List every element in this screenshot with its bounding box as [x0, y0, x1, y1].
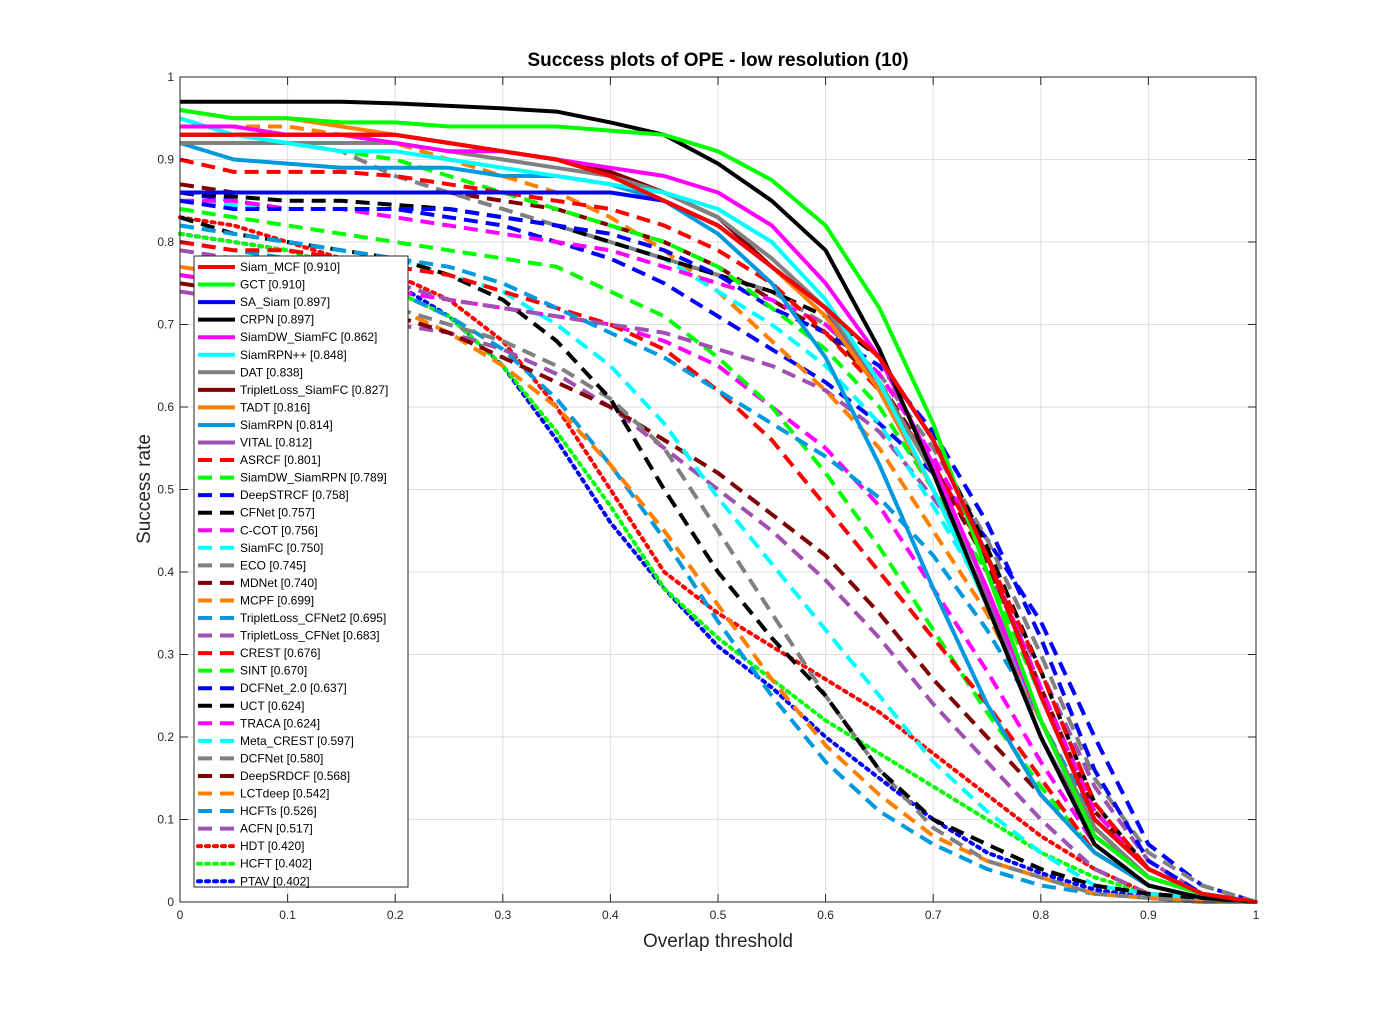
y-tick-label: 0.2	[157, 730, 174, 744]
series-line-c-cot	[180, 198, 1257, 904]
legend-item-label: DAT [0.838]	[240, 365, 303, 379]
x-axis-label: Overlap threshold	[643, 931, 793, 952]
legend: Siam_MCF [0.910] GCT [0.910] SA_Siam [0.89…	[193, 255, 409, 888]
y-tick-label: 0.4	[157, 565, 174, 579]
series-line-siamrpn	[179, 141, 1257, 904]
x-tick-label: 0.5	[710, 908, 727, 922]
legend-item-label: Siam_MCF [0.910]	[240, 260, 340, 274]
legend-item-label: ACFN [0.517]	[240, 822, 313, 836]
x-tick-label: 0.9	[1140, 908, 1157, 922]
series-line-crpn	[180, 99, 1257, 904]
legend-item-label: MDNet [0.740]	[240, 576, 317, 590]
legend-item-label: CFNet [0.757]	[240, 506, 315, 520]
x-tick-label: 0	[177, 908, 184, 922]
legend-item-label: DCFNet_2.0 [0.637]	[240, 681, 347, 695]
y-tick-label: 0.8	[157, 235, 174, 249]
legend-item-label: LCTdeep [0.542]	[240, 787, 329, 801]
y-tick-label: 0.6	[157, 400, 174, 414]
series-line-dat	[180, 141, 1257, 904]
legend-item-label: HCFTs [0.526]	[240, 804, 317, 818]
legend-item-label: TADT [0.816]	[240, 400, 310, 414]
series-line-gct	[179, 108, 1257, 904]
x-tick-label: 0.8	[1032, 908, 1049, 922]
series-line-cfnet	[179, 190, 1257, 904]
series-line-asrcf	[179, 157, 1257, 904]
legend-item-label: CREST [0.676]	[240, 646, 320, 660]
legend-item-label: MCPF [0.699]	[240, 593, 314, 607]
y-tick-label: 1	[167, 70, 174, 84]
legend-item-label: TripletLoss_CFNet2 [0.695]	[240, 611, 386, 625]
legend-item-label: SiamRPN++ [0.848]	[240, 348, 347, 362]
series-line-eco	[180, 141, 1257, 904]
legend-item-label: SA_Siam [0.897]	[240, 295, 330, 309]
legend-item-label: SiamRPN [0.814]	[240, 418, 333, 432]
legend-box	[193, 255, 409, 888]
legend-item-label: ECO [0.745]	[240, 558, 306, 572]
legend-item-label: SiamDW_SiamRPN [0.789]	[240, 471, 387, 485]
legend-item-label: HCFT [0.402]	[240, 857, 312, 871]
series-line-deepstrcf	[179, 198, 1257, 904]
legend-item-label: DeepSRDCF [0.568]	[240, 769, 350, 783]
legend-item-label: GCT [0.910]	[240, 278, 305, 292]
legend-item-label: Meta_CREST [0.597]	[240, 734, 354, 748]
series-line-tripletloss-cfnet2	[179, 223, 1257, 904]
legend-item-label: DCFNet [0.580]	[240, 751, 323, 765]
legend-item-label: TripletLoss_CFNet [0.683]	[240, 629, 380, 643]
x-tick-label: 0.2	[387, 908, 404, 922]
y-tick-label: 0.7	[157, 318, 174, 332]
legend-item-label: TripletLoss_SiamFC [0.827]	[240, 383, 388, 397]
legend-item-label: SiamDW_SiamFC [0.862]	[240, 330, 377, 344]
y-axis-label: Success rate	[134, 434, 155, 544]
x-tick-label: 0.7	[925, 908, 942, 922]
x-tick-label: 1	[1253, 908, 1260, 922]
y-tick-label: 0.3	[157, 648, 174, 662]
legend-item-label: CRPN [0.897]	[240, 313, 314, 327]
legend-item-label: VITAL [0.812]	[240, 436, 312, 450]
y-tick-label: 0	[167, 895, 174, 909]
y-tick-label: 0.5	[157, 483, 174, 497]
legend-item-label: PTAV [0.402]	[240, 874, 310, 888]
x-tick-label: 0.3	[494, 908, 511, 922]
legend-item-label: UCT [0.624]	[240, 699, 304, 713]
y-tick-label: 0.9	[157, 153, 174, 167]
legend-item-label: HDT [0.420]	[240, 839, 304, 853]
x-tick-label: 0.4	[602, 908, 619, 922]
y-tick-label: 0.1	[157, 813, 174, 827]
x-tick-label: 0.6	[817, 908, 834, 922]
legend-item-label: ASRCF [0.801]	[240, 453, 321, 467]
legend-item-label: DeepSTRCF [0.758]	[240, 488, 349, 502]
legend-item-label: SINT [0.670]	[240, 664, 307, 678]
chart-title: Success plots of OPE - low resolution (1…	[527, 50, 908, 71]
x-tick-label: 0.1	[279, 908, 296, 922]
series-line-siam-mcf	[180, 132, 1257, 904]
legend-item-label: SiamFC [0.750]	[240, 541, 323, 555]
legend-item-label: TRACA [0.624]	[240, 716, 320, 730]
series-line-sint	[179, 207, 1257, 904]
legend-item-label: C-COT [0.756]	[240, 523, 318, 537]
axis-ticks: 0 0.1 0.2 0.3 0.4 0.5 0.6 0.7 0.8 0.9 1 0 0.1 0.2 0.3 0…	[157, 70, 1259, 922]
